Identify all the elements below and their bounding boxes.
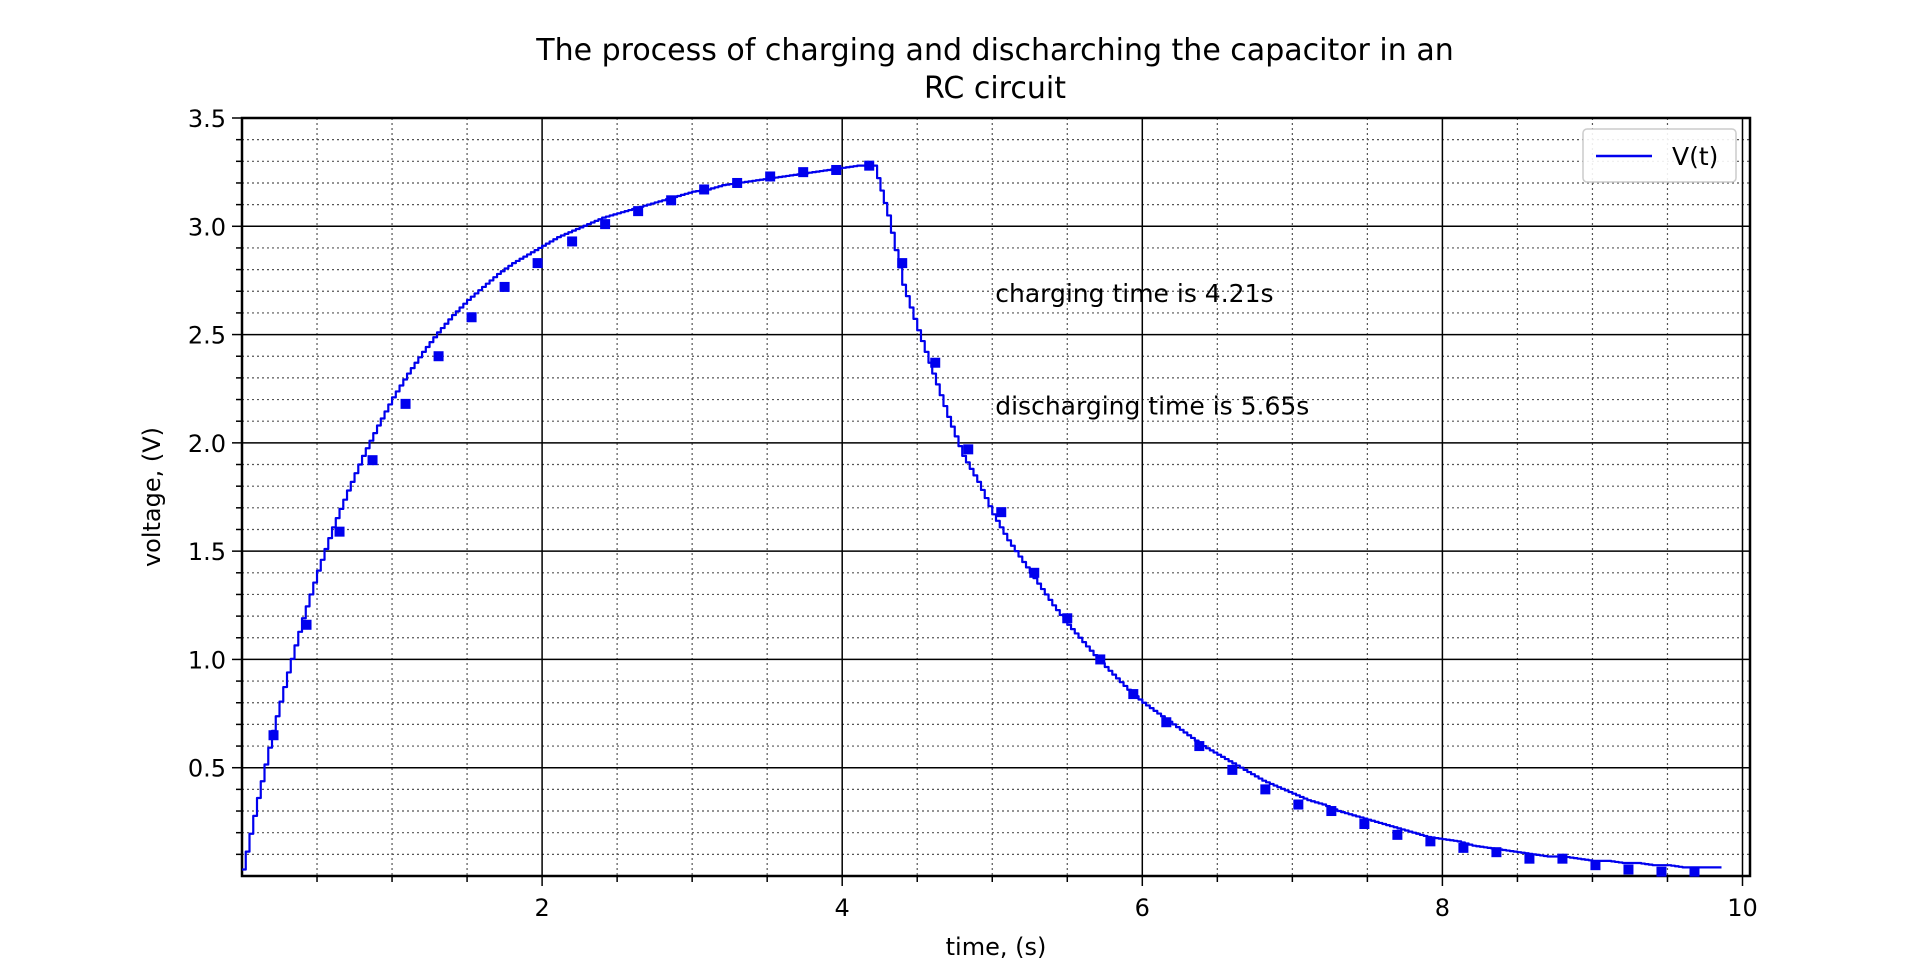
y-tick-labels: 0.5 1.0 1.5 2.0 2.5 3.0 3.5 xyxy=(188,105,226,783)
legend: V(t) xyxy=(1582,128,1737,183)
data-point-marker xyxy=(1689,866,1700,877)
data-point-marker xyxy=(1524,853,1535,864)
data-point-marker xyxy=(1095,654,1106,665)
y-tick-label: 3.5 xyxy=(188,105,226,133)
chart-title-line-2: RC circuit xyxy=(924,71,1066,106)
data-point-marker xyxy=(1227,764,1238,775)
data-point-marker xyxy=(732,177,743,188)
data-point-marker xyxy=(1260,784,1271,795)
data-point-marker xyxy=(600,219,611,230)
annotations: charging time is 4.21s discharging time i… xyxy=(995,279,1309,421)
data-point-marker xyxy=(996,507,1007,518)
data-point-marker xyxy=(400,398,411,409)
data-point-marker xyxy=(367,455,378,466)
data-point-marker xyxy=(1425,836,1436,847)
x-tick-label: 4 xyxy=(835,894,850,922)
data-point-marker xyxy=(831,164,842,175)
x-tick-label: 8 xyxy=(1435,894,1450,922)
data-point-marker xyxy=(1392,829,1403,840)
y-axis-label: voltage, (V) xyxy=(138,427,166,567)
data-point-marker xyxy=(268,730,279,741)
data-point-marker xyxy=(1590,860,1601,871)
data-point-marker xyxy=(1128,689,1139,700)
data-point-marker xyxy=(301,619,312,630)
data-point-marker xyxy=(433,351,444,362)
chart-title-line-1: The process of charging and discharching… xyxy=(535,33,1453,68)
data-point-marker xyxy=(930,357,941,368)
y-tick-label: 1.5 xyxy=(188,538,226,566)
data-point-marker xyxy=(633,206,644,217)
major-grid xyxy=(242,117,1750,876)
minor-grid xyxy=(242,118,1750,876)
data-point-marker xyxy=(1029,567,1040,578)
y-tick-label: 1.0 xyxy=(188,646,226,674)
y-tick-label: 0.5 xyxy=(188,755,226,783)
annotation-text: discharging time is 5.65s xyxy=(995,392,1309,421)
data-point-marker xyxy=(1458,842,1469,853)
data-point-marker xyxy=(466,312,477,323)
data-point-marker xyxy=(1326,806,1337,817)
axis-ticks xyxy=(232,117,1744,886)
x-tick-label: 10 xyxy=(1727,894,1758,922)
data-point-marker xyxy=(1161,717,1172,728)
x-tick-label: 6 xyxy=(1135,894,1150,922)
y-tick-label: 2.0 xyxy=(188,430,226,458)
data-point-marker xyxy=(532,258,543,269)
data-point-marker xyxy=(666,195,677,206)
data-point-marker xyxy=(1491,847,1502,858)
x-tick-labels: 2 4 6 8 10 xyxy=(534,894,1757,922)
data-point-marker xyxy=(1623,864,1634,875)
data-point-marker xyxy=(334,526,345,537)
data-point-marker xyxy=(1062,613,1073,624)
data-point-marker xyxy=(499,281,510,292)
data-point-marker xyxy=(699,184,710,195)
data-point-marker xyxy=(798,167,809,178)
data-point-marker xyxy=(1656,866,1667,877)
data-point-marker xyxy=(963,444,974,455)
data-point-marker xyxy=(864,160,875,171)
y-tick-label: 2.5 xyxy=(188,322,226,350)
plot-frame xyxy=(240,116,1752,878)
data-point-marker xyxy=(1293,799,1304,810)
x-tick-label: 2 xyxy=(534,894,549,922)
data-point-marker xyxy=(1557,853,1568,864)
legend-box xyxy=(1582,128,1737,183)
data-point-marker xyxy=(897,258,908,269)
annotation-text: charging time is 4.21s xyxy=(995,279,1273,308)
legend-label-v-t: V(t) xyxy=(1672,142,1718,171)
data-point-marker xyxy=(765,171,776,182)
data-point-marker xyxy=(1194,741,1205,752)
data-point-marker xyxy=(1359,819,1370,830)
series-line xyxy=(242,164,1722,871)
data-point-marker xyxy=(567,236,578,247)
x-axis-label: time, (s) xyxy=(946,933,1047,961)
series-v-t xyxy=(242,160,1722,877)
y-tick-label: 3.0 xyxy=(188,213,226,241)
